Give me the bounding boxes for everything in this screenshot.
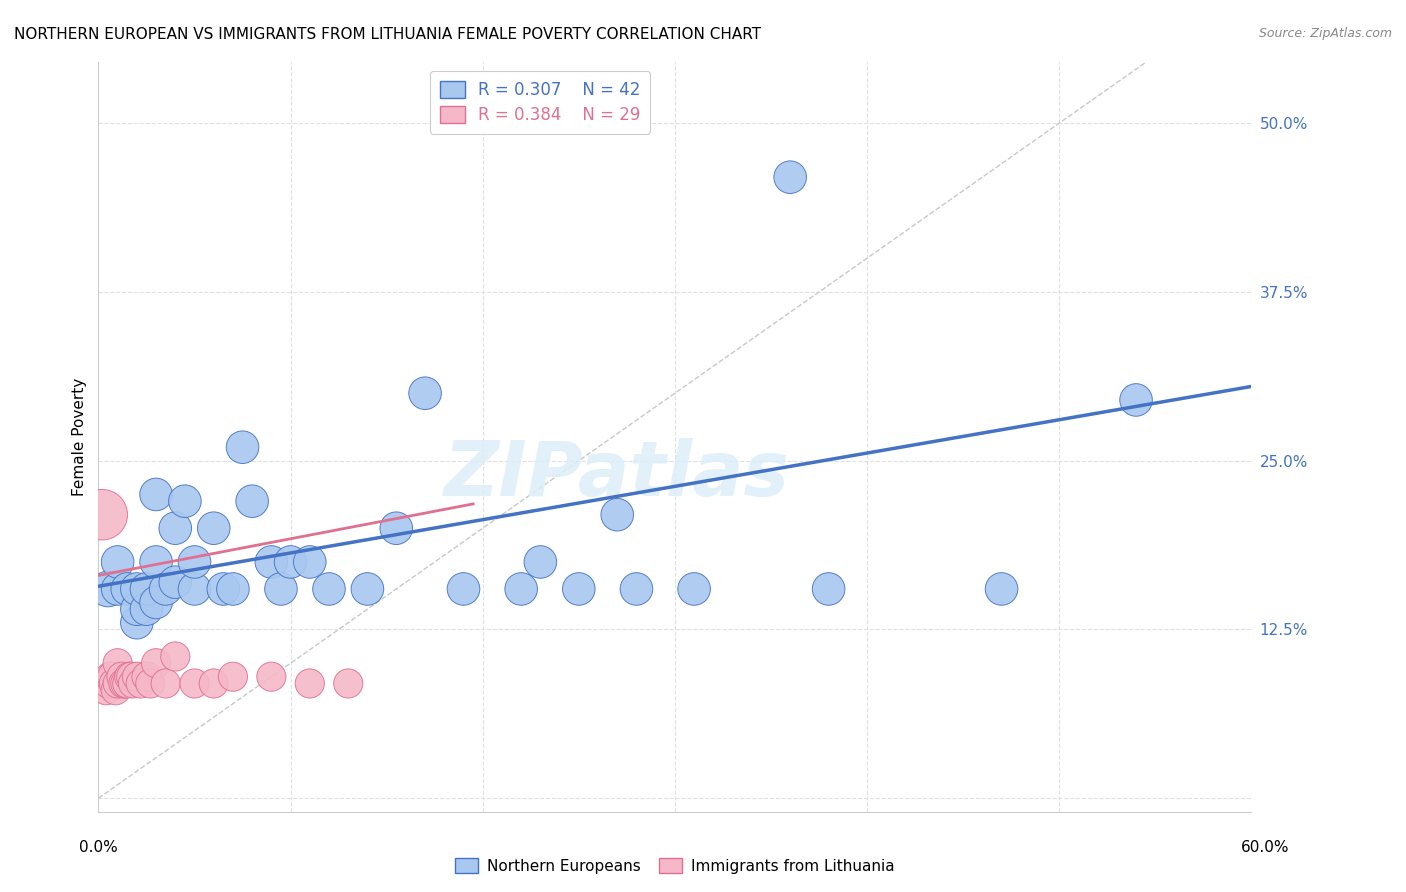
Text: 0.0%: 0.0% bbox=[79, 840, 118, 855]
Text: 60.0%: 60.0% bbox=[1241, 840, 1289, 855]
Text: Source: ZipAtlas.com: Source: ZipAtlas.com bbox=[1258, 27, 1392, 40]
Point bbox=[222, 670, 245, 684]
Y-axis label: Female Poverty: Female Poverty bbox=[72, 378, 87, 496]
Text: NORTHERN EUROPEAN VS IMMIGRANTS FROM LITHUANIA FEMALE POVERTY CORRELATION CHART: NORTHERN EUROPEAN VS IMMIGRANTS FROM LIT… bbox=[14, 27, 761, 42]
Point bbox=[165, 649, 187, 664]
Point bbox=[510, 582, 533, 596]
Point bbox=[385, 521, 408, 535]
Point bbox=[222, 582, 245, 596]
Point bbox=[107, 555, 129, 569]
Point bbox=[112, 676, 135, 690]
Point bbox=[145, 657, 167, 671]
Point bbox=[626, 582, 648, 596]
Point bbox=[98, 670, 121, 684]
Point bbox=[298, 676, 321, 690]
Point bbox=[990, 582, 1012, 596]
Point bbox=[413, 386, 436, 401]
Point bbox=[183, 676, 205, 690]
Point bbox=[260, 670, 283, 684]
Point bbox=[122, 676, 145, 690]
Point bbox=[91, 508, 114, 522]
Point bbox=[135, 602, 157, 616]
Point bbox=[94, 683, 117, 698]
Legend: R = 0.307    N = 42, R = 0.384    N = 29: R = 0.307 N = 42, R = 0.384 N = 29 bbox=[430, 70, 651, 134]
Point bbox=[356, 582, 378, 596]
Point bbox=[135, 582, 157, 596]
Point bbox=[155, 582, 177, 596]
Point bbox=[110, 670, 132, 684]
Point bbox=[145, 595, 167, 609]
Point bbox=[97, 676, 120, 690]
Point bbox=[298, 555, 321, 569]
Legend: Northern Europeans, Immigrants from Lithuania: Northern Europeans, Immigrants from Lith… bbox=[449, 852, 901, 880]
Point bbox=[118, 670, 141, 684]
Point bbox=[114, 676, 136, 690]
Point bbox=[97, 582, 120, 596]
Point bbox=[165, 521, 187, 535]
Point bbox=[318, 582, 340, 596]
Point bbox=[120, 670, 142, 684]
Point bbox=[107, 676, 129, 690]
Point bbox=[606, 508, 628, 522]
Point bbox=[125, 582, 148, 596]
Point bbox=[260, 555, 283, 569]
Point bbox=[568, 582, 591, 596]
Point bbox=[212, 582, 235, 596]
Point bbox=[683, 582, 706, 596]
Point bbox=[231, 440, 254, 454]
Point bbox=[1125, 392, 1147, 407]
Point bbox=[817, 582, 839, 596]
Point bbox=[107, 582, 129, 596]
Text: ZIPatlas: ZIPatlas bbox=[444, 438, 790, 511]
Point bbox=[337, 676, 360, 690]
Point bbox=[202, 521, 225, 535]
Point bbox=[453, 582, 475, 596]
Point bbox=[145, 487, 167, 501]
Point bbox=[145, 555, 167, 569]
Point bbox=[125, 615, 148, 630]
Point bbox=[125, 602, 148, 616]
Point bbox=[101, 670, 124, 684]
Point bbox=[183, 555, 205, 569]
Point bbox=[779, 170, 801, 185]
Point bbox=[155, 676, 177, 690]
Point bbox=[280, 555, 302, 569]
Point bbox=[529, 555, 551, 569]
Point bbox=[202, 676, 225, 690]
Point bbox=[165, 575, 187, 590]
Point bbox=[139, 676, 162, 690]
Point bbox=[183, 582, 205, 596]
Point bbox=[107, 657, 129, 671]
Point bbox=[174, 494, 197, 508]
Point bbox=[104, 683, 127, 698]
Point bbox=[117, 676, 139, 690]
Point bbox=[103, 676, 125, 690]
Point bbox=[125, 670, 148, 684]
Point bbox=[135, 670, 157, 684]
Point bbox=[117, 582, 139, 596]
Point bbox=[129, 676, 152, 690]
Point bbox=[240, 494, 263, 508]
Point bbox=[270, 582, 292, 596]
